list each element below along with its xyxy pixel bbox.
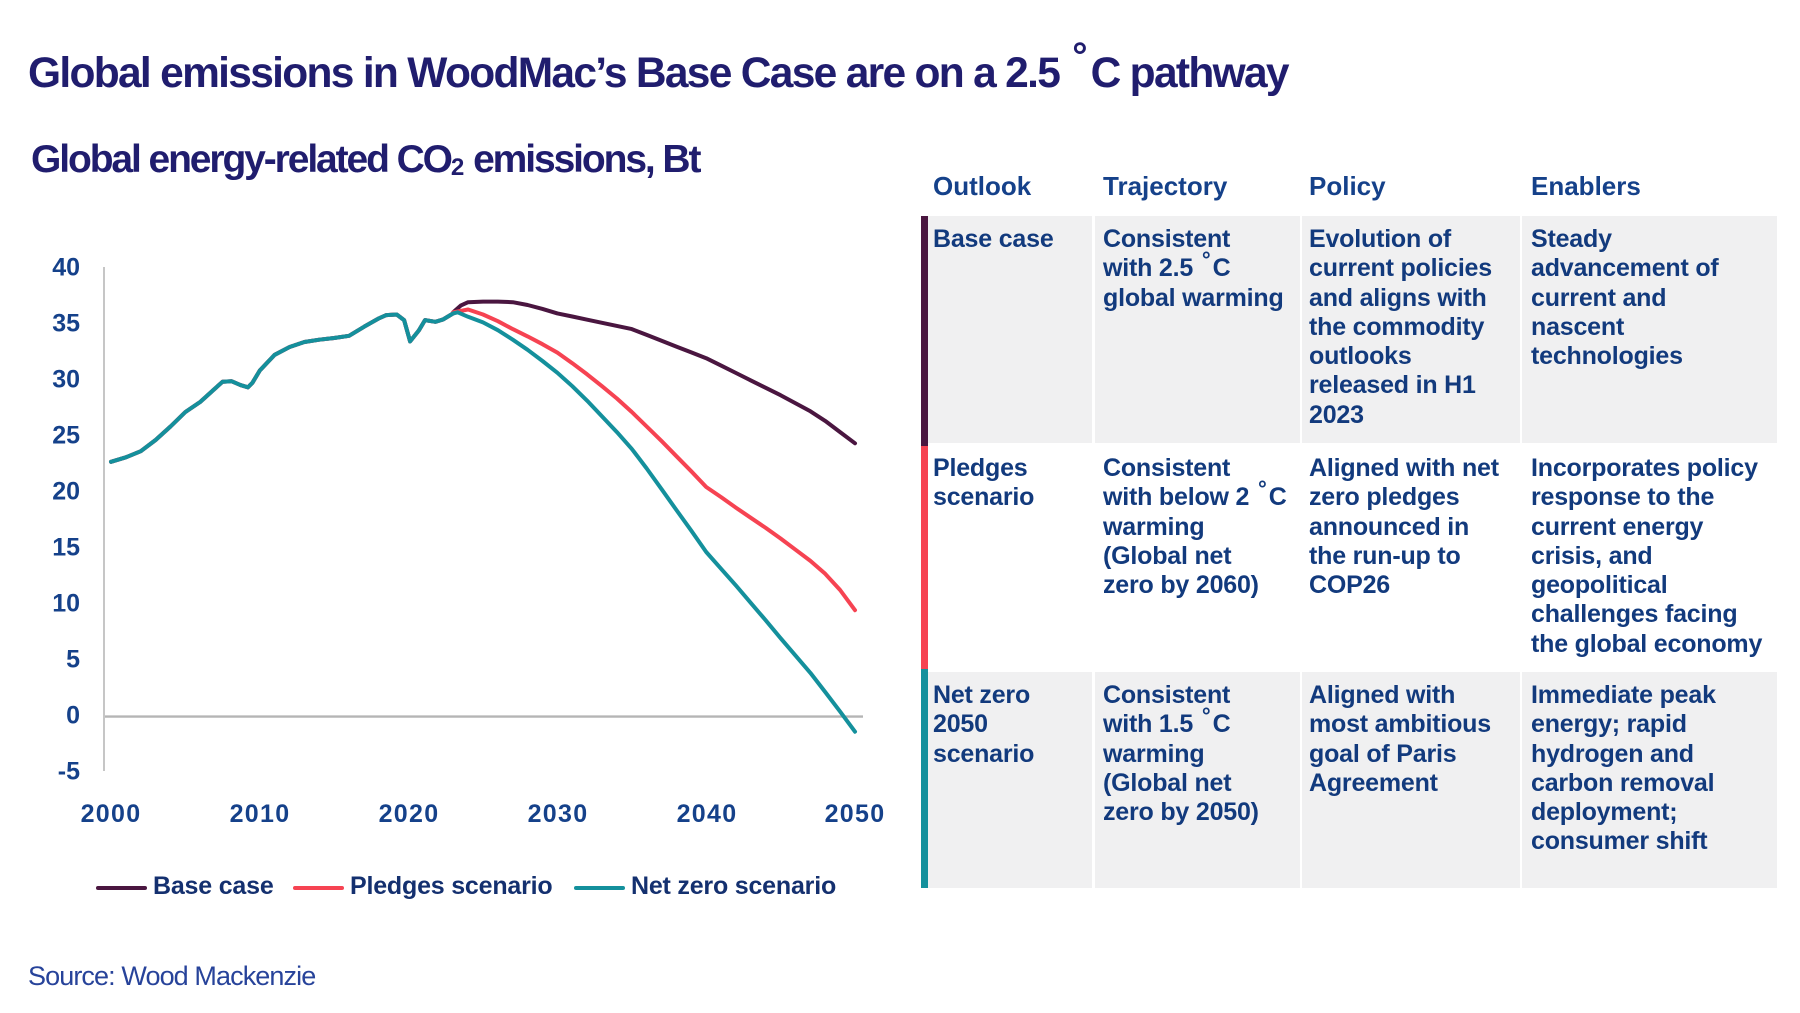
- svg-text:-5: -5: [58, 758, 80, 786]
- svg-text:5: 5: [66, 646, 80, 674]
- svg-text:2020: 2020: [379, 800, 440, 828]
- svg-text:25: 25: [52, 422, 80, 450]
- svg-text:2030: 2030: [528, 800, 589, 828]
- svg-text:0: 0: [66, 702, 80, 730]
- svg-text:40: 40: [52, 254, 80, 282]
- svg-text:2000: 2000: [81, 800, 142, 828]
- svg-text:2040: 2040: [677, 800, 738, 828]
- svg-text:35: 35: [52, 310, 80, 338]
- svg-text:2010: 2010: [230, 800, 291, 828]
- svg-text:15: 15: [52, 534, 80, 562]
- svg-text:2050: 2050: [825, 800, 886, 828]
- svg-text:10: 10: [52, 590, 80, 618]
- svg-text:20: 20: [52, 478, 80, 506]
- svg-text:30: 30: [52, 366, 80, 394]
